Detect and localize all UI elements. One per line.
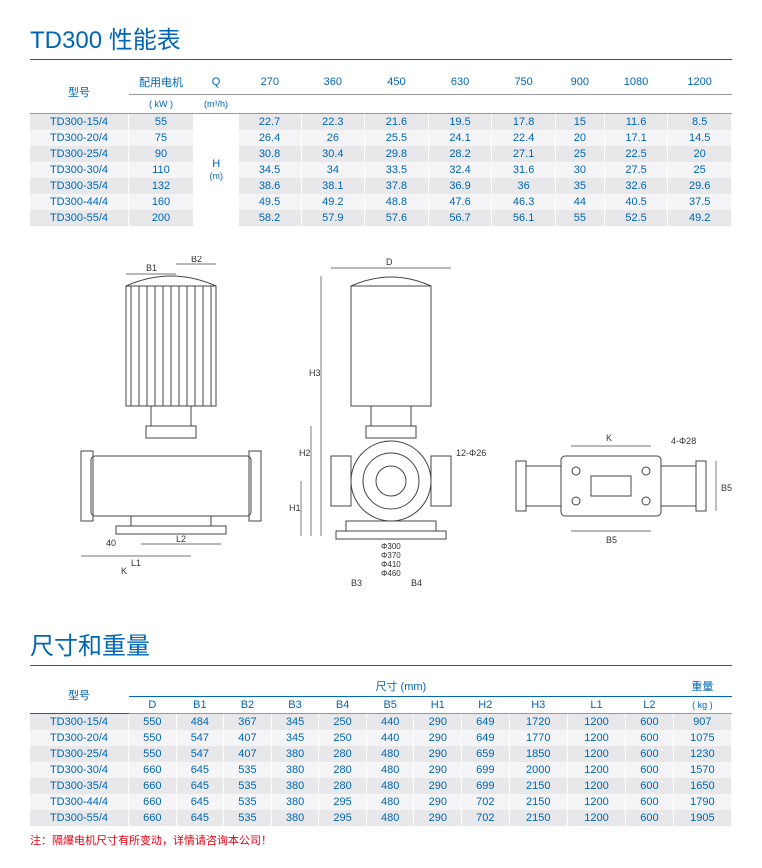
dims-title: 尺寸和重量: [30, 626, 732, 666]
table-row: TD300-30/411034.53433.532.431.63027.525: [30, 162, 732, 178]
svg-text:B2: B2: [191, 256, 202, 264]
q-unit: (m³/h): [194, 95, 239, 114]
dimension-diagram: B1 B2 L1 L2 40 K D H1 H2 H3 12-Φ26 Φ300 …: [30, 256, 732, 596]
table-row: TD300-35/4660645535380280480290699215012…: [30, 778, 732, 794]
col-model: 型号: [30, 676, 129, 714]
svg-text:L1: L1: [131, 558, 141, 568]
col-dim-group: 尺寸 (mm): [129, 676, 674, 697]
svg-text:Φ370: Φ370: [381, 551, 401, 560]
svg-text:B5: B5: [721, 483, 732, 493]
svg-text:40: 40: [106, 538, 116, 548]
svg-text:H3: H3: [309, 368, 321, 378]
col-weight: 重量: [673, 676, 731, 697]
flow-0: 270: [239, 70, 302, 95]
footnote: 注：隔爆电机尺寸有所变动，详情请咨询本公司！: [30, 832, 732, 848]
svg-text:B1: B1: [146, 263, 157, 273]
svg-text:Φ460: Φ460: [381, 569, 401, 578]
table-row: TD300-44/416049.549.248.847.646.34440.53…: [30, 194, 732, 210]
flow-7: 1200: [668, 70, 732, 95]
svg-text:D: D: [386, 257, 393, 267]
perf-title: TD300 性能表: [30, 20, 732, 60]
flow-3: 630: [428, 70, 492, 95]
table-row: TD300-15/4550484367345250440290649172012…: [30, 714, 732, 731]
table-row: TD300-20/4550547407345250440290649177012…: [30, 730, 732, 746]
table-row: TD300-35/413238.638.137.836.9363532.629.…: [30, 178, 732, 194]
svg-text:H1: H1: [289, 503, 301, 513]
svg-text:K: K: [606, 433, 612, 443]
perf-table: 型号 配用电机 Q 270 360 450 630 750 900 1080 1…: [30, 70, 732, 226]
table-row: TD300-44/4660645535380295480290702215012…: [30, 794, 732, 810]
table-row: TD300-20/47526.42625.524.122.42017.114.5: [30, 130, 732, 146]
table-row: TD300-55/4660645535380295480290702215012…: [30, 810, 732, 826]
flow-6: 1080: [604, 70, 668, 95]
svg-text:4-Φ28: 4-Φ28: [671, 436, 696, 446]
svg-text:Φ410: Φ410: [381, 560, 401, 569]
flow-1: 360: [301, 70, 365, 95]
svg-text:K: K: [121, 566, 127, 576]
svg-text:B3: B3: [351, 578, 362, 588]
col-q: Q: [194, 70, 239, 95]
svg-text:12-Φ26: 12-Φ26: [456, 448, 486, 458]
svg-text:Φ300: Φ300: [381, 542, 401, 551]
flow-4: 750: [492, 70, 556, 95]
svg-text:H2: H2: [299, 448, 311, 458]
flow-5: 900: [555, 70, 604, 95]
svg-text:B5: B5: [606, 535, 617, 545]
table-row: TD300-25/4550547407380280480290659185012…: [30, 746, 732, 762]
table-row: TD300-25/49030.830.429.828.227.12522.520: [30, 146, 732, 162]
svg-text:B4: B4: [411, 578, 422, 588]
motor-unit: ( kW ): [129, 95, 194, 114]
col-motor: 配用电机: [129, 70, 194, 95]
table-row: TD300-30/4660645535380280480290699200012…: [30, 762, 732, 778]
flow-2: 450: [365, 70, 429, 95]
table-row: TD300-15/455H(m)22.722.321.619.517.81511…: [30, 114, 732, 131]
dims-table: 型号 尺寸 (mm) 重量 DB1B2B3B4B5H1H2H3L1L2( kg …: [30, 676, 732, 826]
col-model: 型号: [30, 70, 129, 114]
table-row: TD300-55/420058.257.957.656.756.15552.54…: [30, 210, 732, 226]
svg-text:L2: L2: [176, 534, 186, 544]
